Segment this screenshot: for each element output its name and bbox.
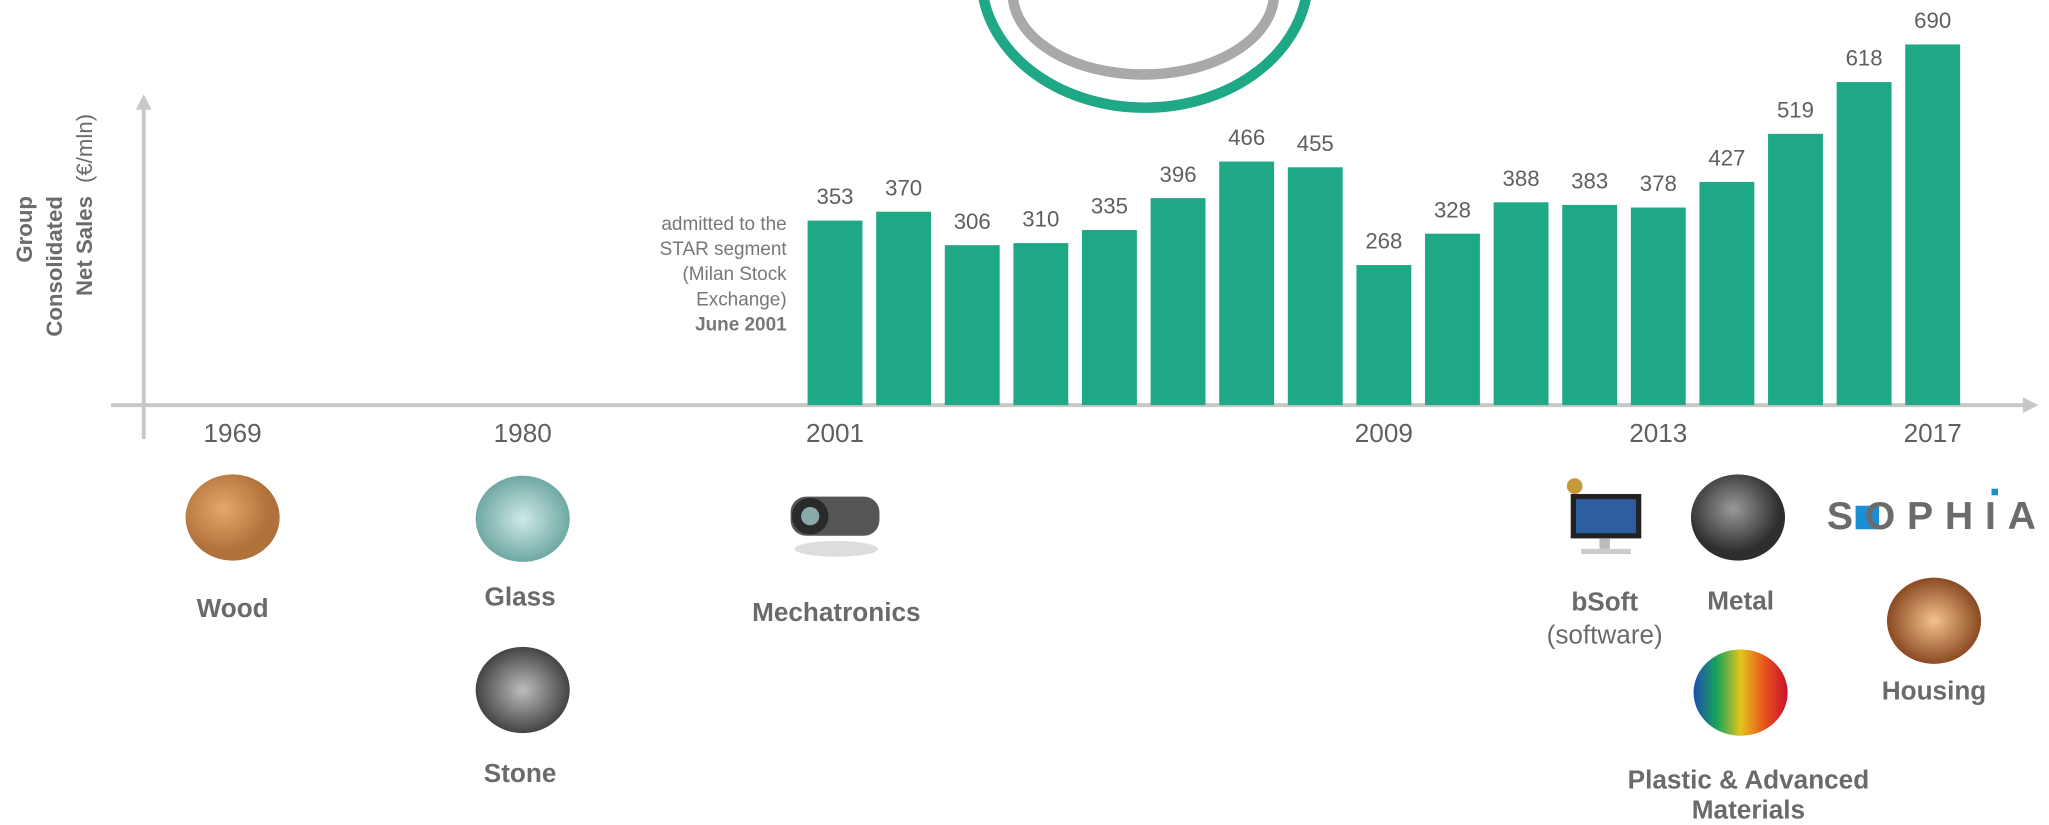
bar [1356, 265, 1412, 406]
value-label: 383 [1571, 169, 1608, 194]
sector-image [475, 475, 570, 562]
sector-image [185, 474, 280, 561]
bar [807, 220, 863, 406]
sector-note: (software) [1547, 619, 1663, 649]
value-label: 335 [1091, 194, 1128, 219]
value-label: 466 [1228, 125, 1265, 150]
value-label: 378 [1640, 171, 1677, 196]
value-label: 519 [1777, 97, 1814, 122]
sector-image [1693, 649, 1788, 736]
annotation-date: June 2001 [695, 314, 787, 335]
annotation: Exchange) [696, 289, 787, 310]
bar [1699, 181, 1755, 406]
value-label: 618 [1846, 46, 1883, 71]
x-tick-label: 1980 [494, 418, 552, 448]
bar [944, 245, 1000, 406]
bar [876, 211, 932, 406]
y-axis-label: Net Sales [72, 196, 97, 296]
value-label: 427 [1708, 146, 1745, 171]
decor-arc [1007, 0, 1279, 80]
value-label: 306 [954, 209, 991, 234]
sector-label: Metal [1707, 585, 1774, 615]
sector-image [790, 496, 880, 557]
bar [1150, 198, 1206, 406]
x-tick-label: 1969 [204, 418, 262, 448]
value-label: 268 [1365, 229, 1402, 254]
bar [1836, 82, 1892, 406]
value-label: 328 [1434, 197, 1471, 222]
sector-label: Materials [1692, 794, 1805, 824]
bar [1013, 243, 1069, 406]
bar [1425, 233, 1480, 406]
sector-image [1690, 474, 1786, 561]
x-tick-label: 2017 [1904, 418, 1962, 448]
sector-image [475, 646, 570, 734]
value-label: 370 [885, 175, 922, 200]
x-tick-label: 2001 [806, 418, 864, 448]
x-tick-label: 2009 [1355, 418, 1413, 448]
bar [1768, 133, 1823, 406]
logo: SOPHIA [1827, 495, 2048, 538]
value-label: 455 [1297, 131, 1334, 156]
bar [1562, 204, 1618, 406]
value-label: 388 [1503, 166, 1540, 191]
value-label: 690 [1914, 8, 1951, 33]
annotation: admitted to the [661, 214, 786, 235]
sector-label: bSoft [1571, 587, 1638, 617]
annotation: (Milan Stock [682, 264, 787, 285]
value-label: 396 [1160, 162, 1197, 187]
x-tick-label: 2013 [1629, 418, 1687, 448]
bar [1287, 167, 1343, 406]
annotation: STAR segment [660, 239, 788, 260]
y-axis-label: Group [12, 196, 37, 263]
value-label: 353 [816, 184, 853, 209]
decor-arc [978, 0, 1311, 113]
bar [1630, 207, 1686, 406]
sector-label: Wood [197, 593, 269, 623]
sector-label: Mechatronics [752, 597, 920, 627]
value-label: 310 [1022, 207, 1059, 232]
sector-label: Plastic & Advanced [1628, 764, 1870, 794]
logo-mark [1991, 488, 1999, 496]
y-axis-label: Consolidated [42, 196, 67, 337]
sector-image [1566, 478, 1642, 555]
bar [1081, 230, 1137, 406]
x-axis-arrow [2022, 397, 2039, 413]
sector-label: Housing [1882, 676, 1987, 706]
bar [1493, 202, 1549, 406]
y-axis-arrow [135, 94, 152, 110]
sector-label: Stone [484, 758, 557, 788]
sector-label: Glass [485, 581, 556, 611]
logo-mark [1855, 505, 1880, 530]
y-axis-unit: (€/mln) [72, 114, 97, 183]
sector-image [1886, 577, 1982, 664]
bar [1905, 44, 1961, 406]
bar [1219, 161, 1275, 406]
